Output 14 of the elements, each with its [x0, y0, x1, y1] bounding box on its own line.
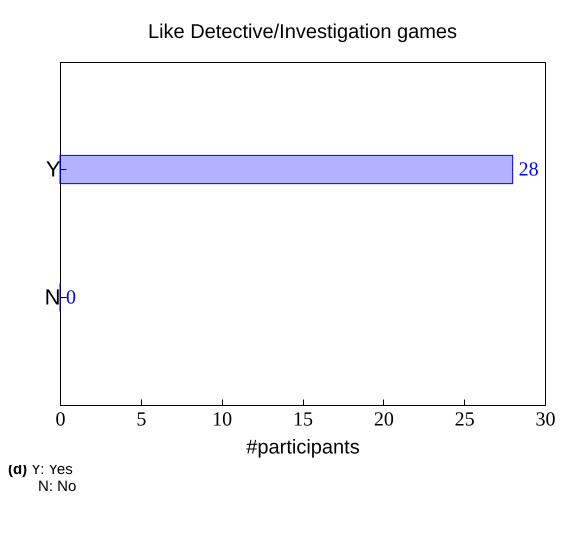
x-tick-label: 5 [136, 408, 146, 430]
chart-title: Like Detective/Investigation games [148, 21, 458, 43]
x-tick-label: 25 [454, 408, 475, 430]
x-axis-title: #participants [246, 436, 360, 458]
x-tick-label: 30 [536, 408, 556, 430]
text: N: No [37, 478, 78, 495]
y-tick-label: Y [46, 156, 61, 182]
x-tick-label: 10 [212, 408, 232, 430]
x-tick-label: 20 [374, 408, 394, 430]
y-tick-label: N [44, 284, 60, 310]
data-label: 0 [66, 286, 76, 308]
data-label: 28 [518, 158, 539, 181]
x-tick-label: 15 [293, 408, 313, 430]
x-tick-label: 0 [56, 408, 66, 430]
